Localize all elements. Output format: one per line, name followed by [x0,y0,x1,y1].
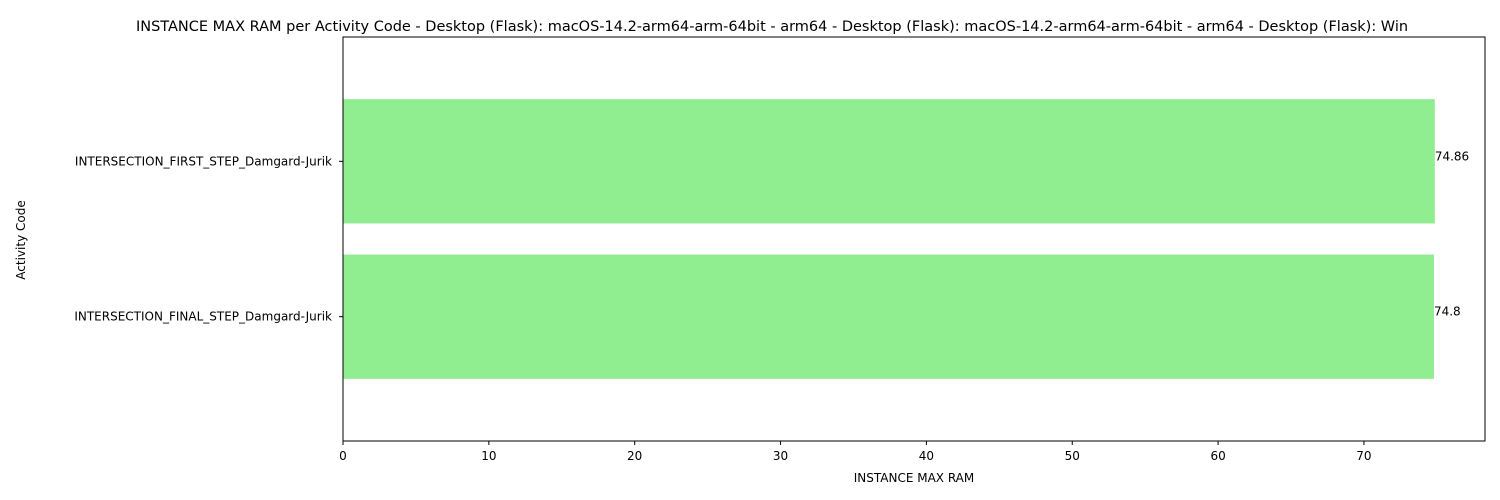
x-tick-label: 50 [1065,449,1080,463]
x-axis-label: INSTANCE MAX RAM [854,471,975,485]
y-tick-label: INTERSECTION_FIRST_STEP_Damgard-Jurik [75,154,332,168]
bar-value-label: 74.86 [1435,149,1469,163]
y-axis-label: Activity Code [14,200,28,279]
bar-value-label: 74.8 [1434,305,1461,319]
x-tick-label: 30 [773,449,788,463]
x-tick-label: 20 [627,449,642,463]
y-tick-label: INTERSECTION_FINAL_STEP_Damgard-Jurik [74,310,332,324]
bars-group [343,99,1435,379]
data-labels-group: 74.86 74.8 [1434,149,1469,318]
x-tick-label: 0 [339,449,347,463]
chart-title: INSTANCE MAX RAM per Activity Code - Des… [136,19,1408,35]
x-tick-label: 60 [1210,449,1225,463]
x-tick-label: 70 [1356,449,1371,463]
plot-frame [342,36,1486,442]
y-axis-ticks: INTERSECTION_FIRST_STEP_Damgard-Jurik INT… [74,154,343,324]
x-tick-label: 40 [919,449,934,463]
x-axis-ticks: 0 10 20 30 40 50 60 70 [339,441,1372,463]
bar [343,99,1435,224]
bar [343,254,1434,379]
x-tick-label: 10 [481,449,496,463]
